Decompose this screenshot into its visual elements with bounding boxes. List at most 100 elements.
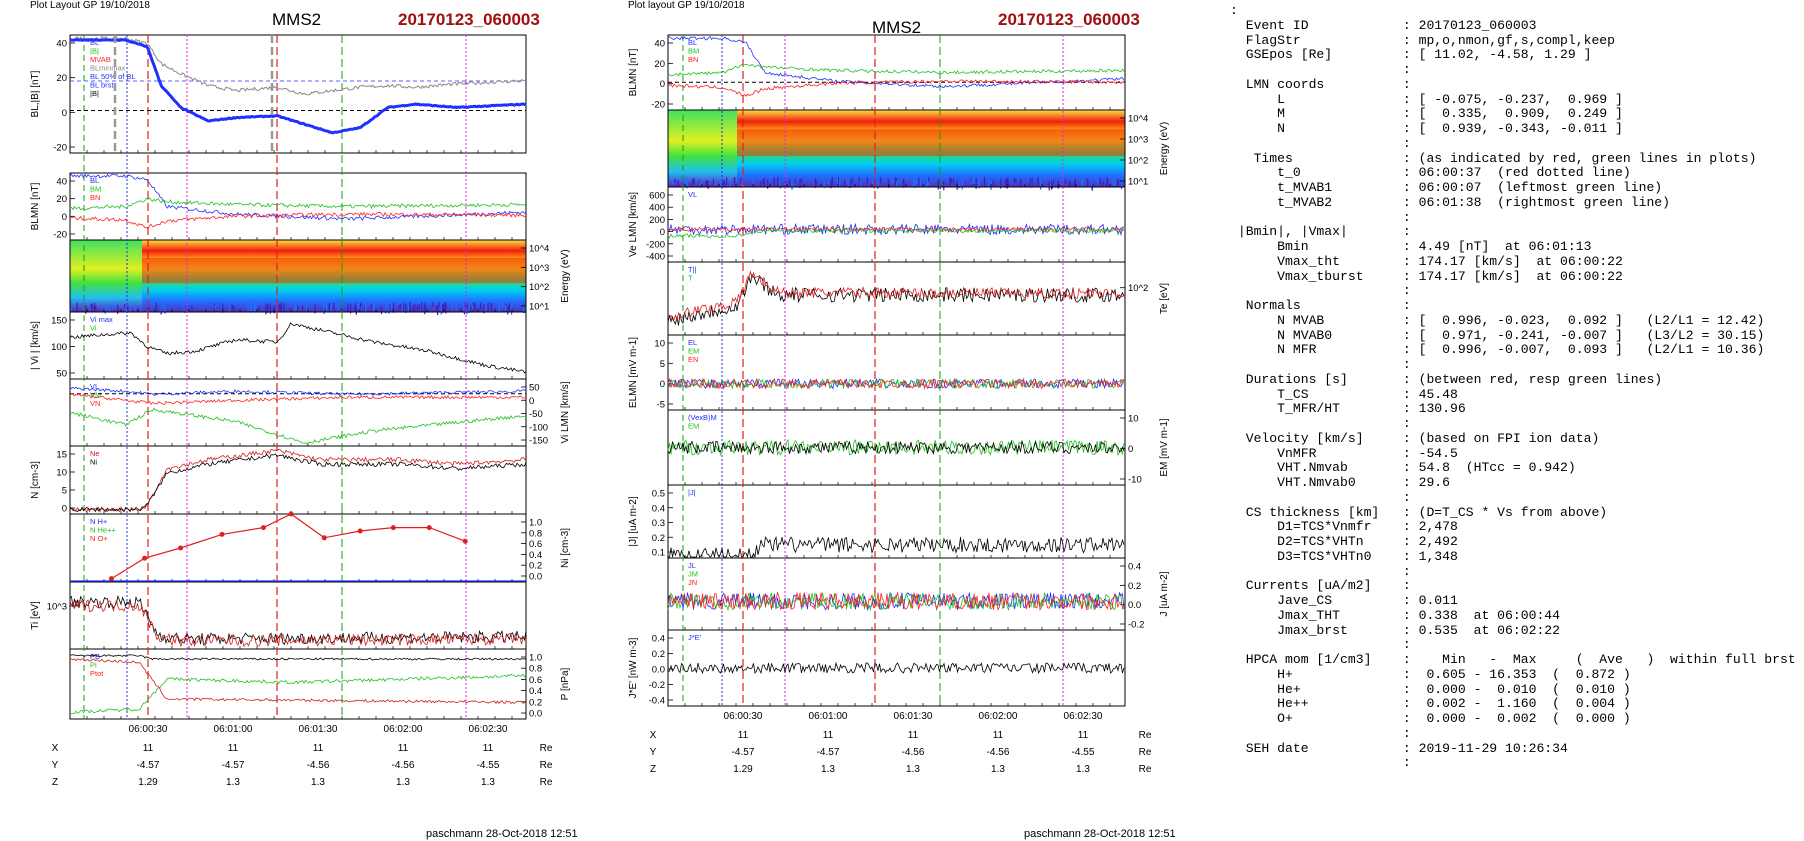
spectrogram-noise xyxy=(726,179,729,187)
spectrogram-noise xyxy=(70,302,72,309)
y-tick-label: 100 xyxy=(51,342,67,353)
legend-entry: BM xyxy=(688,47,699,56)
plot-frame xyxy=(69,311,527,380)
legend-entry: BN xyxy=(90,193,100,202)
spectrogram-noise xyxy=(123,304,126,309)
spectrogram-noise xyxy=(306,304,308,312)
y-tick-label: 10^4 xyxy=(529,244,549,255)
position-value: 11 xyxy=(228,743,239,754)
position-value: 1.3 xyxy=(481,777,495,788)
spectrogram-noise xyxy=(345,302,348,308)
spectrogram-noise xyxy=(707,180,709,189)
spectrogram-noise xyxy=(443,302,446,312)
spectrogram-noise xyxy=(992,179,994,187)
spectrogram-noise xyxy=(501,303,504,309)
summary-line: Jmax_THT : 0.338 at 06:00:44 xyxy=(1277,607,1561,623)
spectrogram-noise xyxy=(354,303,356,313)
spectrogram-noise xyxy=(762,179,764,185)
y-tick-label: 0.0 xyxy=(529,709,542,720)
spectrogram-noise xyxy=(726,177,728,186)
y-tick-label: 0 xyxy=(62,504,67,515)
legend-entry: J*E' xyxy=(688,633,702,642)
spectrogram-noise xyxy=(1102,180,1105,186)
data-point-he-plus-plus xyxy=(462,538,468,544)
y-axis-label: Vi LMN [km/s] xyxy=(560,381,571,443)
position-row-label: Z xyxy=(650,764,656,775)
plot-frame xyxy=(667,186,1126,263)
spectrogram-noise xyxy=(231,304,233,310)
spectrogram-noise xyxy=(440,305,442,315)
spectrogram-noise xyxy=(940,178,942,183)
summary-line: VHT.Nmvab : 54.8 (HTcc = 0.942) xyxy=(1277,460,1576,476)
position-value: -4.55 xyxy=(477,760,500,771)
series-en xyxy=(667,377,1125,390)
legend-entry: Vi xyxy=(90,324,97,333)
plot-frame xyxy=(69,513,527,583)
spectrogram-noise xyxy=(90,303,92,309)
spectrogram-noise xyxy=(228,304,230,312)
legend-entry: EL xyxy=(688,338,697,347)
spectrogram-noise xyxy=(76,302,78,313)
spectrogram-noise xyxy=(764,177,766,182)
spectrogram-noise xyxy=(919,177,921,187)
spectrogram-noise xyxy=(1068,180,1070,187)
position-value: 1.3 xyxy=(821,764,835,775)
y-tick-label: 0.2 xyxy=(1128,581,1141,592)
spectrogram-noise xyxy=(858,177,860,187)
y-tick-label: 0.4 xyxy=(529,686,542,697)
spectrogram-pre xyxy=(668,110,737,187)
y-tick-label: 0.4 xyxy=(652,634,665,645)
position-row-label: Y xyxy=(52,760,59,771)
legend-entry: PB xyxy=(90,652,100,661)
spectrogram-noise xyxy=(800,178,803,183)
position-value: 11 xyxy=(483,743,494,754)
spectrogram-noise xyxy=(1111,179,1113,186)
y-tick-label: 0 xyxy=(660,79,665,90)
position-value: 11 xyxy=(993,730,1004,741)
x-tick-label: 06:02:00 xyxy=(979,711,1018,722)
spectrogram-noise xyxy=(779,180,781,187)
y-tick-label: 200 xyxy=(649,215,665,226)
legend-entry: VL xyxy=(90,382,99,391)
spectrogram-noise xyxy=(424,305,426,315)
spectrogram-noise xyxy=(418,304,420,310)
spectrogram-noise xyxy=(1113,179,1116,187)
legend-entry: N O+ xyxy=(90,534,108,543)
spectrogram-noise xyxy=(104,305,106,314)
plot-frame xyxy=(69,378,527,447)
spectrogram-noise xyxy=(380,305,383,315)
legend-entry: JM xyxy=(688,570,698,579)
spectrogram-noise xyxy=(278,303,280,309)
legend-entry: VN xyxy=(90,399,100,408)
summary-line: GSEpos [Re] : [ 11.02, -4.58, 1.29 ] xyxy=(1245,47,1592,63)
y-tick-label: 15 xyxy=(56,450,67,461)
series-j-mag xyxy=(668,535,1125,559)
x-tick-label: 06:00:30 xyxy=(129,724,168,735)
spectrogram-noise xyxy=(89,305,91,311)
spectrogram-noise xyxy=(895,177,897,183)
summary-line: N MFR : [ 0.996, -0.007, 0.093 ] (L2/L1 … xyxy=(1277,342,1765,358)
summary-line: t_MVAB2 : 06:01:38 (rightmost green line… xyxy=(1277,194,1671,210)
spectrogram-noise xyxy=(950,178,952,184)
legend-entry: BL 50% of BL xyxy=(90,72,136,81)
y-tick-label: 10 xyxy=(56,468,67,479)
spectrogram-noise xyxy=(479,302,482,309)
y-tick-label: 0.4 xyxy=(1128,562,1141,573)
spectrogram-noise xyxy=(91,303,93,313)
spectrogram-noise xyxy=(390,302,392,309)
legend-entry: JL xyxy=(688,561,696,570)
x-tick-label: 06:02:30 xyxy=(469,724,508,735)
spectrogram-noise xyxy=(360,302,362,307)
spectrogram-noise xyxy=(829,178,831,186)
spectrogram-noise xyxy=(1082,179,1084,186)
series-ve-n xyxy=(667,228,1125,239)
y-tick-label: 1.0 xyxy=(529,653,542,664)
summary-line: VHT.Nmvab0 : 29.6 xyxy=(1277,475,1451,490)
y-tick-label: 1.0 xyxy=(529,518,542,529)
y-tick-label: 50 xyxy=(529,383,540,394)
spectrogram-noise xyxy=(294,302,296,311)
series-te-par xyxy=(667,270,1125,322)
position-value: -4.57 xyxy=(137,760,160,771)
